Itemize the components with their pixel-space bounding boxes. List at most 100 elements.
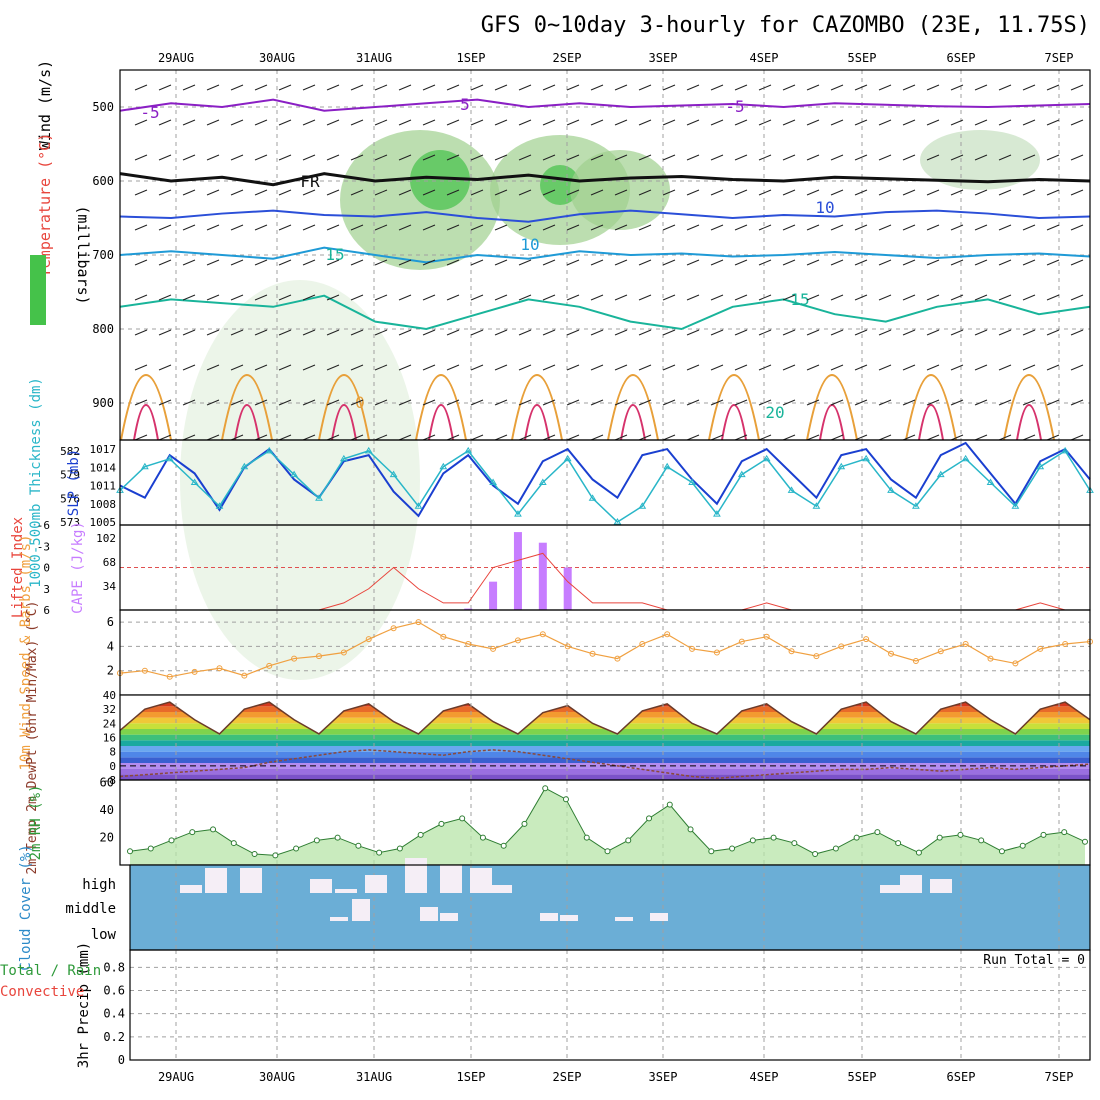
temp-band [120, 751, 1090, 758]
wind-barb [158, 294, 172, 301]
y-tick-label: 579 [60, 469, 80, 482]
cloud-bar [490, 885, 512, 893]
wind-barb [470, 189, 484, 196]
isotherm-line [119, 246, 1091, 264]
y-tick-label: 0.8 [103, 960, 125, 974]
wind-barb [734, 119, 748, 126]
wind-barb [254, 294, 268, 301]
rh-point [915, 849, 922, 856]
wind-barb [638, 434, 652, 441]
wind-point [987, 655, 994, 662]
wind-barb [662, 259, 676, 266]
thickness-point [613, 518, 622, 525]
wind-point [539, 631, 546, 638]
wind-barb [278, 154, 292, 161]
rh-point [147, 845, 154, 852]
wind-point [664, 631, 671, 638]
cloud-bar [560, 915, 578, 921]
thickness-point [1011, 502, 1020, 509]
y-axis-label: 2m RH (%) [28, 785, 44, 861]
thickness-point [265, 446, 274, 454]
wind-barb [278, 259, 292, 266]
wind-barb [206, 399, 220, 406]
y-tick-label: 900 [92, 396, 114, 410]
temp-line [119, 701, 1091, 735]
wind-barb [926, 224, 940, 231]
date-label: 3SEP [649, 1070, 678, 1084]
legend-label: Convective [0, 984, 84, 1000]
wind-barb [734, 224, 748, 231]
isotherm-line [806, 374, 858, 441]
rh-point [542, 785, 549, 792]
wind-barb [590, 119, 604, 126]
wind-barb [230, 434, 244, 441]
wind-barb [1070, 84, 1084, 91]
wind-barb [878, 329, 892, 336]
wind-point [962, 641, 969, 647]
wind-barb [446, 259, 460, 266]
wind-barb [998, 364, 1012, 371]
wind-barb [806, 84, 820, 91]
date-label: 4SEP [750, 51, 779, 65]
wind-barb [998, 399, 1012, 406]
wind-barb [158, 399, 172, 406]
wind-barb [806, 434, 820, 441]
isotherm-label: 20 [765, 403, 784, 422]
wind-point [465, 641, 472, 647]
rh-point [874, 829, 881, 836]
rh-point [708, 848, 715, 855]
wind-barb [734, 259, 748, 266]
wind-barb [350, 119, 364, 126]
wind-barb [590, 189, 604, 196]
wind-barb [230, 119, 244, 126]
wind-barb [470, 259, 484, 266]
wind-barb [854, 189, 868, 196]
wind-barb [422, 329, 436, 336]
wind-point [564, 643, 571, 650]
wind-barb [614, 154, 628, 161]
wind-barb [758, 224, 772, 231]
wind-barb [758, 259, 772, 266]
wind-barb [326, 329, 340, 336]
isotherm-line [819, 404, 845, 441]
wind-barb [494, 259, 508, 266]
wind-barb [470, 224, 484, 231]
wind-barb [254, 119, 268, 126]
wind-barb [158, 329, 172, 336]
wind-barb [974, 329, 988, 336]
wind-point [713, 649, 720, 656]
wind-barb [686, 259, 700, 266]
wind-barb [1070, 154, 1084, 161]
wind-barb [902, 84, 916, 91]
wind-barb [710, 154, 724, 161]
wind-barb [638, 294, 652, 301]
y-tick-label: 3 [43, 583, 50, 596]
rh-point [562, 796, 569, 803]
rh-shade [410, 150, 470, 210]
wind-point [937, 648, 944, 655]
wind-barb [134, 119, 148, 126]
wind-barb [590, 154, 604, 161]
wind-barb [998, 84, 1012, 91]
wind-barb [470, 329, 484, 336]
wind-barb [542, 434, 556, 441]
thickness-point [165, 454, 174, 462]
wind-barb [614, 259, 628, 266]
wind-barb [662, 364, 676, 371]
isotherm-line [119, 98, 1091, 112]
wind-barb [302, 294, 316, 301]
wind-barb [494, 329, 508, 336]
y-tick-label: -8 [103, 774, 116, 787]
wind-barb [710, 259, 724, 266]
wind-barb [1022, 119, 1036, 126]
wind-barb [518, 224, 532, 231]
wind-point [216, 665, 223, 672]
wind-barb [254, 84, 268, 91]
wind-barb [182, 189, 196, 196]
wind-barb [566, 119, 580, 126]
wind-barb [854, 224, 868, 231]
wind-barb [398, 259, 412, 266]
rh-point [251, 851, 258, 858]
wind-barb [1070, 329, 1084, 336]
wind-barb [206, 294, 220, 301]
